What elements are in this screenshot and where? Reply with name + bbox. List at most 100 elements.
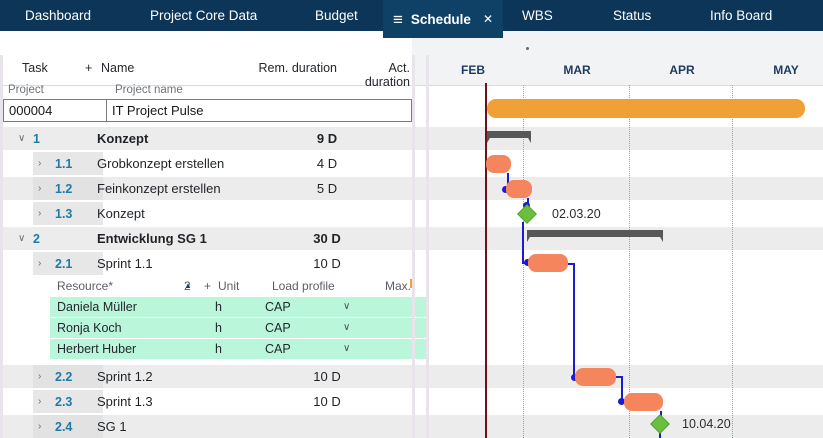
project-id-label: Project: [8, 84, 44, 96]
task-name: Konzept: [97, 131, 149, 146]
add-resource-icon[interactable]: +: [204, 279, 212, 293]
sort-asc-icon: ▲: [184, 281, 192, 290]
month-gridline: [732, 85, 733, 438]
project-id-input[interactable]: [3, 99, 107, 122]
resource-row-highlight: [50, 339, 426, 359]
summary-cap: [656, 230, 663, 242]
tab-status[interactable]: Status: [613, 8, 652, 23]
table-splitter-strip[interactable]: [412, 55, 415, 438]
col-header-max: Max.: [385, 279, 412, 293]
chevron-right-icon[interactable]: ›: [38, 258, 42, 269]
chevron-down-icon[interactable]: ∨: [343, 343, 351, 354]
chevron-right-icon[interactable]: ›: [38, 396, 42, 407]
dependency-line: [522, 222, 524, 264]
task-rem-duration: 10 D: [313, 394, 341, 409]
dependency-line: [616, 376, 623, 378]
dependency-dot: [524, 259, 531, 266]
chevron-right-icon[interactable]: ›: [38, 183, 42, 194]
tab-project-core-data[interactable]: Project Core Data: [150, 8, 258, 23]
today-line: [485, 83, 487, 438]
resource-row[interactable]: Ronja Koch h CAP ∨: [0, 318, 823, 338]
task-row-2-3[interactable]: › 2.3 Sprint 1.3 10 D: [0, 390, 823, 413]
task-number: 2.4: [55, 419, 73, 434]
resource-unit: h: [215, 342, 222, 356]
resource-row[interactable]: Daniela Müller h CAP ∨: [0, 297, 823, 317]
task-number: 2.1: [55, 256, 73, 271]
gantt-splitter-strip[interactable]: [426, 55, 429, 438]
gantt-bar-sprint-1-1[interactable]: [528, 254, 568, 272]
tab-budget[interactable]: Budget: [315, 8, 358, 23]
column-edit-indicator: [410, 279, 413, 288]
chevron-right-icon[interactable]: ›: [38, 208, 42, 219]
task-number-cell: [33, 252, 103, 275]
resource-row-highlight: [50, 297, 426, 317]
splitter-handle-dot[interactable]: [526, 47, 529, 50]
task-rem-duration: 5 D: [316, 181, 338, 196]
chevron-right-icon[interactable]: ›: [38, 371, 42, 382]
menu-icon[interactable]: ≡: [393, 9, 403, 29]
chevron-right-icon[interactable]: ›: [38, 421, 42, 432]
col-header-task: Task: [22, 61, 48, 75]
task-name: Entwicklung SG 1: [97, 231, 207, 246]
resource-load-profile: CAP: [265, 342, 291, 356]
task-name: Sprint 1.2: [97, 369, 153, 384]
task-row-2-1[interactable]: › 2.1 Sprint 1.1 10 D: [0, 252, 823, 275]
summary-cap: [527, 230, 534, 242]
task-row-1-2[interactable]: › 1.2 Feinkonzept erstellen 5 D: [0, 177, 823, 200]
task-row-2-2[interactable]: › 2.2 Sprint 1.2 10 D: [0, 365, 823, 388]
task-number-cell: [33, 390, 103, 413]
gantt-bar-sprint-1-2[interactable]: [575, 368, 616, 386]
tab-info-board[interactable]: Info Board: [710, 8, 773, 23]
tab-schedule-label: Schedule: [410, 11, 471, 27]
gantt-bar-sprint-1-3[interactable]: [624, 393, 663, 411]
resource-unit: h: [215, 321, 222, 335]
task-row-1-1[interactable]: › 1.1 Grobkonzept erstellen 4 D: [0, 152, 823, 175]
task-name: Feinkonzept erstellen: [97, 181, 221, 196]
task-number-cell: [33, 415, 103, 438]
dependency-dot: [571, 374, 578, 381]
task-rem-duration: [303, 415, 351, 438]
task-row-1-3[interactable]: › 1.3 Konzept: [0, 202, 823, 225]
chevron-right-icon[interactable]: ›: [38, 158, 42, 169]
task-row-1[interactable]: ∨ 1 Konzept 9 D: [0, 127, 823, 150]
dependency-line: [568, 263, 575, 265]
chevron-down-icon[interactable]: ∨: [343, 301, 351, 312]
chevron-down-icon[interactable]: ∨: [343, 322, 351, 333]
summary-cap: [487, 131, 494, 143]
task-rem-duration: 4 D: [316, 156, 338, 171]
chevron-down-icon[interactable]: ∨: [18, 133, 26, 144]
task-number: 1: [33, 131, 40, 146]
task-name: Sprint 1.3: [97, 394, 153, 409]
task-number-cell: [33, 365, 103, 388]
task-rem-duration: [303, 202, 351, 225]
month-label-may: MAY: [773, 63, 799, 77]
col-header-name: Name: [101, 61, 135, 75]
gantt-summary-bar-entwicklung[interactable]: [527, 230, 663, 237]
resource-row[interactable]: Herbert Huber h CAP ∨: [0, 339, 823, 359]
dependency-line: [573, 263, 575, 378]
left-scroll-strip[interactable]: [0, 55, 3, 438]
close-icon[interactable]: ✕: [482, 12, 494, 26]
gantt-bar-grobkonzept[interactable]: [486, 155, 511, 173]
tab-dashboard[interactable]: Dashboard: [25, 8, 92, 23]
resource-unit: h: [215, 300, 222, 314]
task-name: Konzept: [97, 206, 145, 221]
resource-name: Ronja Koch: [57, 321, 122, 335]
chevron-down-icon[interactable]: ∨: [18, 233, 26, 244]
gantt-bar-feinkonzept[interactable]: [506, 180, 532, 198]
dependency-dot: [502, 186, 509, 193]
resource-load-profile: CAP: [265, 300, 291, 314]
dependency-dot: [618, 398, 625, 405]
task-row-2-4[interactable]: › 2.4 SG 1: [0, 415, 823, 438]
gantt-summary-bar-konzept[interactable]: [487, 131, 531, 138]
gantt-bar-project[interactable]: [487, 99, 805, 118]
task-number-cell: [33, 202, 103, 225]
task-number: 1.1: [55, 156, 73, 171]
add-column-icon[interactable]: +: [85, 61, 93, 75]
milestone-date-label: 02.03.20: [552, 207, 601, 221]
tab-wbs[interactable]: WBS: [522, 8, 553, 23]
tab-schedule-active[interactable]: ≡ Schedule ✕: [383, 0, 503, 38]
milestone-date-label: 10.04.20: [682, 417, 731, 431]
project-name-input[interactable]: [106, 99, 412, 122]
